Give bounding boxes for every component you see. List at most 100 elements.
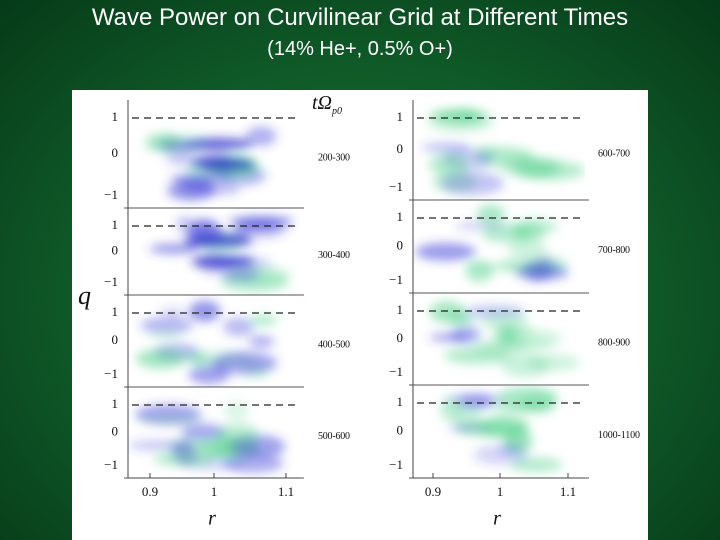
x-tick-label: 1 (497, 484, 504, 499)
wave-core (183, 235, 253, 248)
wave-blob (187, 351, 210, 365)
heatmap (128, 401, 286, 473)
heatmap (415, 204, 569, 283)
y-tick-label: 1 (112, 217, 119, 232)
wave-blob (219, 269, 260, 282)
wave-blob (137, 415, 205, 424)
y-tick-label: −1 (104, 187, 118, 202)
y-tick-label: −1 (389, 457, 403, 472)
wave-blob (440, 397, 463, 422)
time-label-main: tΩ (312, 92, 332, 114)
wave-blob (233, 217, 289, 240)
wave-panel: 1 0 −1 300-400 (104, 208, 350, 296)
y-tick-label: −1 (104, 457, 118, 472)
wave-blob (153, 452, 215, 466)
x-tick-label: 1.1 (278, 484, 294, 499)
wave-blob (455, 421, 525, 437)
wave-blob (517, 160, 585, 181)
slide-title: Wave Power on Curvilinear Grid at Differ… (91, 4, 629, 31)
time-range-label: 1000-1100 (598, 430, 640, 441)
wave-core (191, 255, 255, 268)
wave-blob (169, 173, 234, 184)
time-range-label: 400-500 (318, 339, 350, 350)
time-label: tΩp0 (312, 92, 342, 118)
wave-panel: 1 0 −1 1000-1100 (389, 385, 640, 479)
y-tick-label: 1 (397, 209, 404, 224)
heatmap (429, 301, 580, 378)
y-tick-label: 1 (397, 109, 404, 124)
x-tick-label: 0.9 (425, 484, 441, 499)
x-axis-label: r (493, 508, 501, 530)
wave-blob (491, 402, 557, 414)
time-label-sub: p0 (331, 106, 342, 117)
wave-blob (473, 145, 500, 155)
wave-blob (495, 323, 518, 346)
wave-blob (245, 126, 277, 147)
wave-blob (223, 317, 255, 337)
y-tick-label: 1 (112, 304, 119, 319)
wave-panel: 1 0 −1 200-300 (104, 100, 350, 209)
wave-blob (428, 154, 470, 175)
wave-blob (444, 347, 511, 365)
y-tick-label: 0 (397, 422, 404, 437)
y-tick-label: 0 (112, 145, 119, 160)
wave-blob (128, 440, 193, 451)
wave-blob (188, 365, 230, 384)
wave-blob (480, 311, 528, 332)
wave-blob (444, 394, 507, 404)
wave-blob (211, 442, 238, 456)
y-tick-label: −1 (389, 179, 403, 194)
wave-blob (476, 204, 506, 225)
wave-blob (140, 317, 193, 334)
y-tick-label: 1 (112, 396, 119, 411)
y-tick-label: −1 (104, 366, 118, 381)
time-range-label: 700-800 (598, 245, 630, 256)
heatmap (422, 107, 585, 196)
wave-blob (464, 262, 527, 272)
time-range-label: 800-900 (598, 337, 630, 348)
wave-blob (167, 180, 215, 201)
wave-blob (434, 107, 491, 127)
y-tick-label: −1 (389, 364, 403, 379)
wave-blob (216, 423, 259, 446)
wave-panel: 1 0 −1 400-500 (104, 295, 350, 388)
y-tick-label: 0 (397, 330, 404, 345)
y-tick-label: 0 (112, 423, 119, 438)
wave-blob (450, 325, 481, 344)
y-tick-label: 1 (397, 302, 404, 317)
time-range-label: 200-300 (318, 152, 350, 163)
y-tick-label: 1 (397, 394, 404, 409)
y-tick-label: 0 (397, 237, 404, 252)
wave-blob (248, 335, 275, 348)
wave-blob (181, 423, 226, 441)
wave-core (191, 158, 255, 170)
x-tick-label: 0.9 (142, 484, 158, 499)
time-range-label: 500-600 (318, 431, 350, 442)
wave-blob (211, 351, 278, 375)
wave-blob (135, 349, 186, 369)
x-axis-label: r (208, 508, 216, 530)
wave-panel: 1 0 −1 800-900 (389, 293, 630, 386)
wave-core (183, 138, 253, 150)
heatmap (149, 215, 294, 293)
y-tick-label: 0 (112, 242, 119, 257)
y-tick-label: 0 (397, 141, 404, 156)
wave-panel: 1 0 −1 700-800 (389, 200, 630, 294)
wave-blob (223, 401, 250, 420)
figure: 1 0 −1 200-300 1 0 −1 300-400 1 0 −1 400-500 1 0 −1 500… (72, 90, 648, 540)
figure-background (72, 90, 648, 540)
y-axis-label: q (78, 281, 91, 310)
wave-blob (440, 171, 505, 196)
wave-blob (422, 142, 471, 153)
wave-panel: 1 0 −1 500-600 (104, 387, 350, 479)
heatmap (145, 126, 277, 201)
wave-blob (149, 243, 199, 254)
wave-panel: 1 0 −1 600-700 (389, 100, 630, 201)
y-tick-label: 1 (112, 109, 119, 124)
y-tick-label: 0 (112, 332, 119, 347)
time-range-label: 300-400 (318, 250, 350, 261)
wave-blob (481, 225, 532, 243)
x-tick-label: 1 (211, 484, 218, 499)
wave-blob (507, 239, 547, 256)
